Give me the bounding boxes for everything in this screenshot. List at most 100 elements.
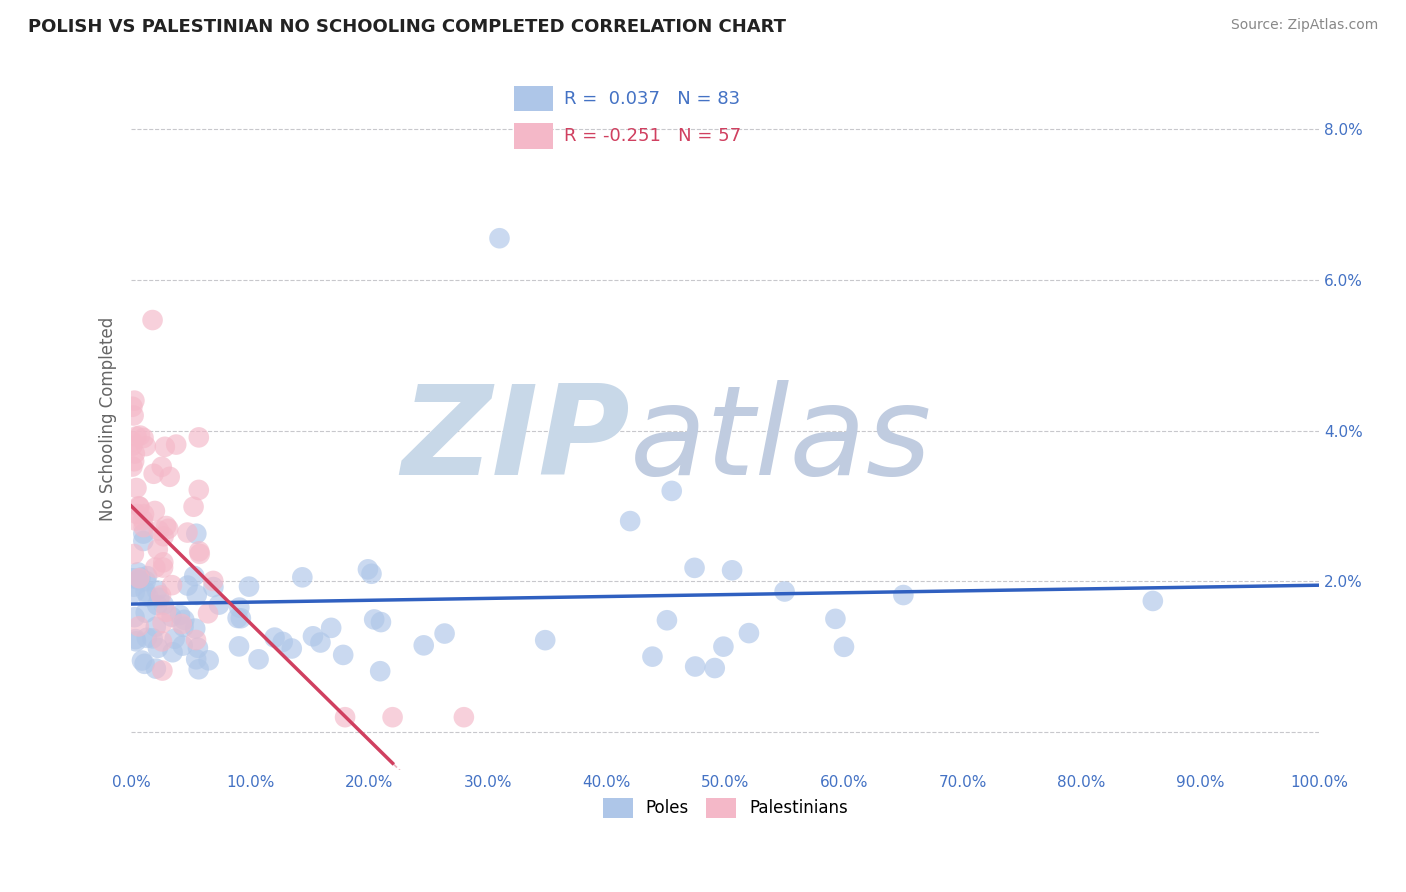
Point [155, 519, 177, 533]
Point [132, 520, 155, 534]
Point [125, 481, 148, 495]
Point [125, 507, 148, 521]
Point [187, 662, 209, 676]
Point [162, 645, 184, 659]
Point [228, 640, 250, 654]
Point [188, 544, 211, 558]
Point [381, 710, 404, 724]
Point [176, 578, 198, 592]
Point [187, 640, 209, 655]
Point [271, 635, 294, 649]
Point [163, 632, 186, 646]
Legend: Poles, Palestinians: Poles, Palestinians [596, 791, 855, 825]
Point [127, 566, 149, 580]
Point [129, 428, 152, 442]
Point [170, 616, 193, 631]
Point [188, 547, 211, 561]
Point [173, 620, 195, 634]
Point [263, 631, 285, 645]
Point [228, 600, 250, 615]
Point [824, 612, 846, 626]
Point [143, 560, 166, 574]
Point [136, 569, 159, 583]
Point [160, 578, 183, 592]
Point [202, 574, 225, 588]
Text: ZIP: ZIP [402, 380, 630, 500]
Point [187, 483, 209, 497]
Point [832, 640, 855, 654]
Point [357, 562, 380, 576]
Text: atlas: atlas [630, 380, 932, 500]
Point [145, 662, 167, 676]
Point [363, 612, 385, 626]
Point [183, 569, 205, 583]
Point [143, 504, 166, 518]
Point [281, 641, 304, 656]
Point [703, 661, 725, 675]
Point [172, 639, 194, 653]
Point [124, 632, 146, 646]
Point [247, 652, 270, 666]
Point [121, 459, 143, 474]
Point [186, 588, 208, 602]
Point [122, 409, 145, 423]
Text: R = -0.251   N = 57: R = -0.251 N = 57 [564, 127, 741, 145]
Point [148, 524, 170, 538]
Point [124, 585, 146, 599]
Point [155, 605, 177, 619]
Point [683, 561, 706, 575]
Point [146, 583, 169, 598]
Point [226, 611, 249, 625]
Point [370, 615, 392, 629]
Point [122, 454, 145, 468]
Point [146, 598, 169, 612]
Point [135, 606, 157, 620]
Point [291, 570, 314, 584]
Point [124, 610, 146, 624]
Point [738, 626, 761, 640]
Point [683, 659, 706, 673]
Point [136, 590, 159, 604]
Point [333, 710, 356, 724]
Point [132, 513, 155, 527]
Point [302, 629, 325, 643]
Point [131, 654, 153, 668]
Point [145, 620, 167, 634]
Point [433, 626, 456, 640]
Point [121, 434, 143, 449]
Point [332, 648, 354, 662]
Point [655, 613, 678, 627]
Point [152, 555, 174, 569]
Point [309, 635, 332, 649]
Point [142, 467, 165, 481]
Point [321, 621, 343, 635]
Point [186, 526, 208, 541]
Point [368, 664, 391, 678]
Point [412, 638, 434, 652]
Point [146, 640, 169, 655]
Point [128, 571, 150, 585]
Point [122, 547, 145, 561]
Point [135, 439, 157, 453]
Point [142, 313, 165, 327]
Point [238, 580, 260, 594]
Point [721, 563, 744, 577]
Point [152, 529, 174, 543]
Point [152, 615, 174, 630]
Bar [515, 123, 553, 149]
Point [186, 652, 208, 666]
Point [121, 439, 143, 453]
Point [1142, 594, 1164, 608]
Point [152, 664, 174, 678]
Point [157, 522, 180, 536]
Bar [515, 86, 553, 112]
Point [153, 440, 176, 454]
Point [197, 607, 219, 621]
Point [488, 231, 510, 245]
Point [150, 634, 173, 648]
Point [135, 631, 157, 645]
Point [208, 598, 231, 612]
Point [124, 446, 146, 460]
Point [187, 430, 209, 444]
Point [125, 634, 148, 648]
